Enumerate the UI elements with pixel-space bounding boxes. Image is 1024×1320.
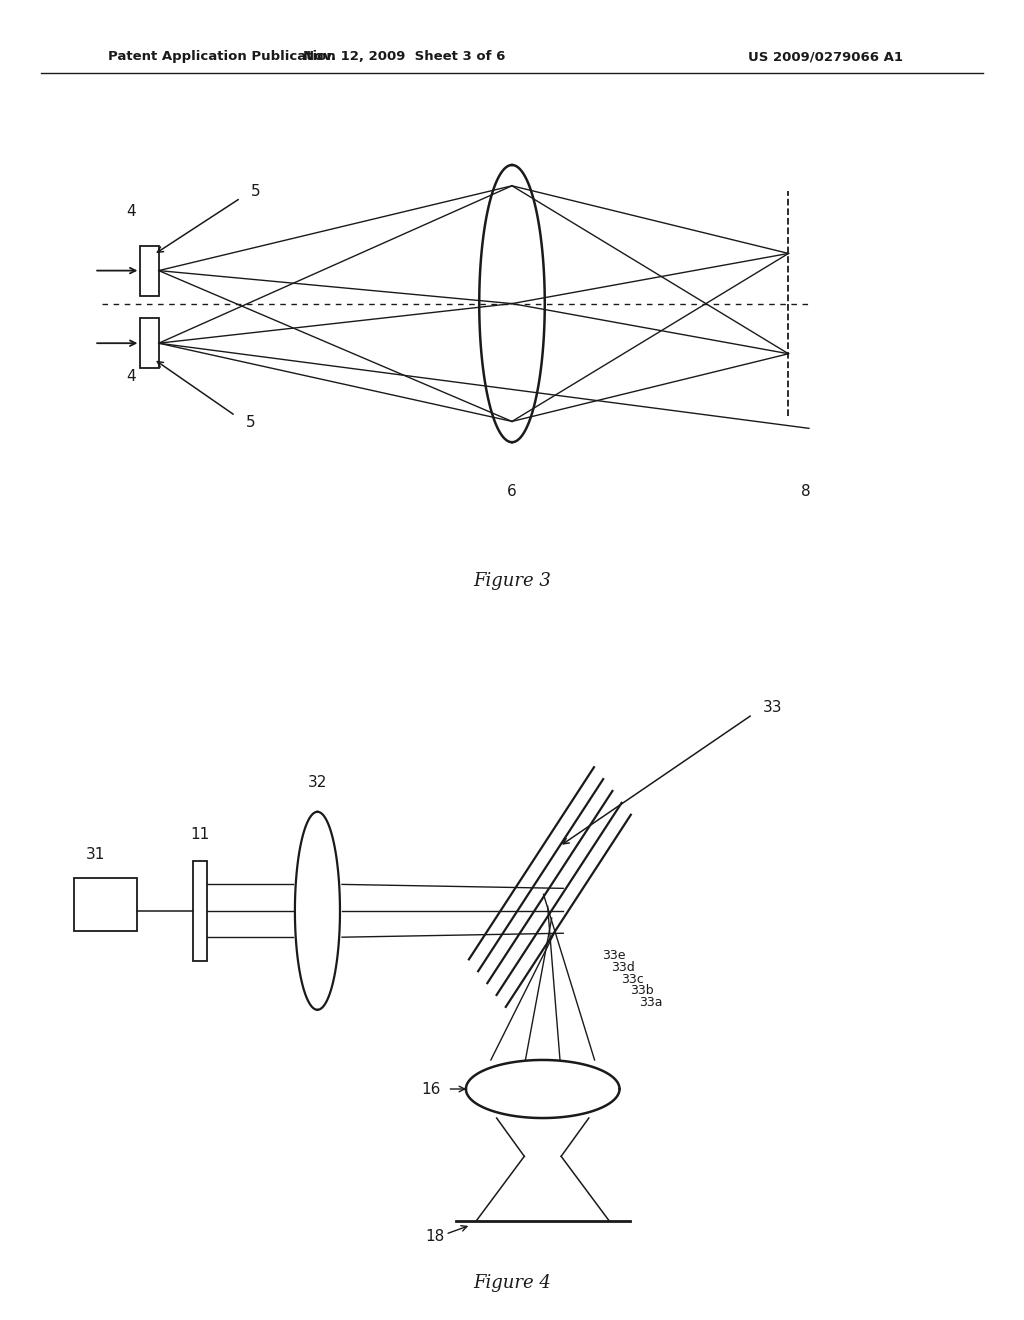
Text: Figure 4: Figure 4 [473, 1274, 551, 1292]
Text: 6: 6 [507, 483, 517, 499]
Text: 33a: 33a [639, 997, 663, 1010]
Text: 33c: 33c [621, 973, 643, 986]
Text: 33d: 33d [611, 961, 635, 974]
Text: Figure 3: Figure 3 [473, 572, 551, 590]
Text: 5: 5 [246, 414, 255, 430]
Bar [193, 861, 207, 961]
Text: 4: 4 [126, 368, 136, 384]
Text: 16: 16 [421, 1081, 440, 1097]
Bar [74, 878, 137, 931]
Text: Patent Application Publication: Patent Application Publication [108, 50, 335, 63]
Text: 4: 4 [126, 203, 136, 219]
Text: 33e: 33e [602, 949, 626, 962]
Text: 5: 5 [251, 183, 260, 199]
Text: 8: 8 [801, 483, 810, 499]
Text: 33b: 33b [630, 985, 653, 998]
Bar [140, 318, 159, 368]
Text: 11: 11 [190, 826, 209, 842]
Bar [140, 246, 159, 296]
Text: Nov. 12, 2009  Sheet 3 of 6: Nov. 12, 2009 Sheet 3 of 6 [303, 50, 506, 63]
Text: US 2009/0279066 A1: US 2009/0279066 A1 [748, 50, 902, 63]
Text: 32: 32 [308, 775, 327, 791]
Text: 31: 31 [86, 846, 104, 862]
Text: 18: 18 [426, 1229, 444, 1245]
Text: 33: 33 [763, 701, 782, 715]
